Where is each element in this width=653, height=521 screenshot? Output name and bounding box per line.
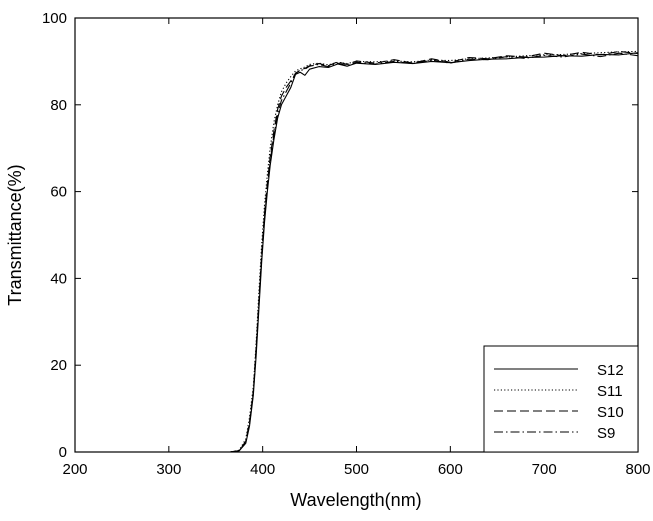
legend-label-s11: S11 (597, 383, 623, 400)
series-layer (75, 50, 639, 453)
legend-label-s9: S9 (597, 425, 615, 442)
y-axis-title: Transmittance(%) (5, 164, 25, 305)
y-axis-ticks: 0 20 40 60 80 100 (42, 10, 638, 461)
x-tick-label: 400 (250, 461, 275, 478)
x-tick-label: 200 (62, 461, 87, 478)
y-tick-label: 100 (42, 10, 67, 27)
y-tick-label: 40 (50, 270, 67, 287)
legend-label-s10: S10 (597, 404, 624, 421)
y-tick-label: 0 (59, 444, 67, 461)
x-tick-label: 500 (344, 461, 369, 478)
x-tick-label: 800 (625, 461, 650, 478)
y-tick-label: 60 (50, 184, 67, 201)
x-axis-ticks: 200 300 400 500 600 700 800 (62, 18, 651, 478)
x-tick-label: 600 (438, 461, 463, 478)
x-tick-label: 300 (156, 461, 181, 478)
x-tick-label: 700 (532, 461, 557, 478)
legend: S12 S11 S10 S9 (483, 345, 639, 453)
y-tick-label: 20 (50, 357, 67, 374)
legend-box (483, 345, 639, 453)
series-line-s9 (75, 52, 639, 453)
y-tick-label: 80 (50, 97, 67, 114)
x-axis-title: Wavelength(nm) (290, 490, 421, 510)
legend-label-s12: S12 (597, 362, 624, 379)
